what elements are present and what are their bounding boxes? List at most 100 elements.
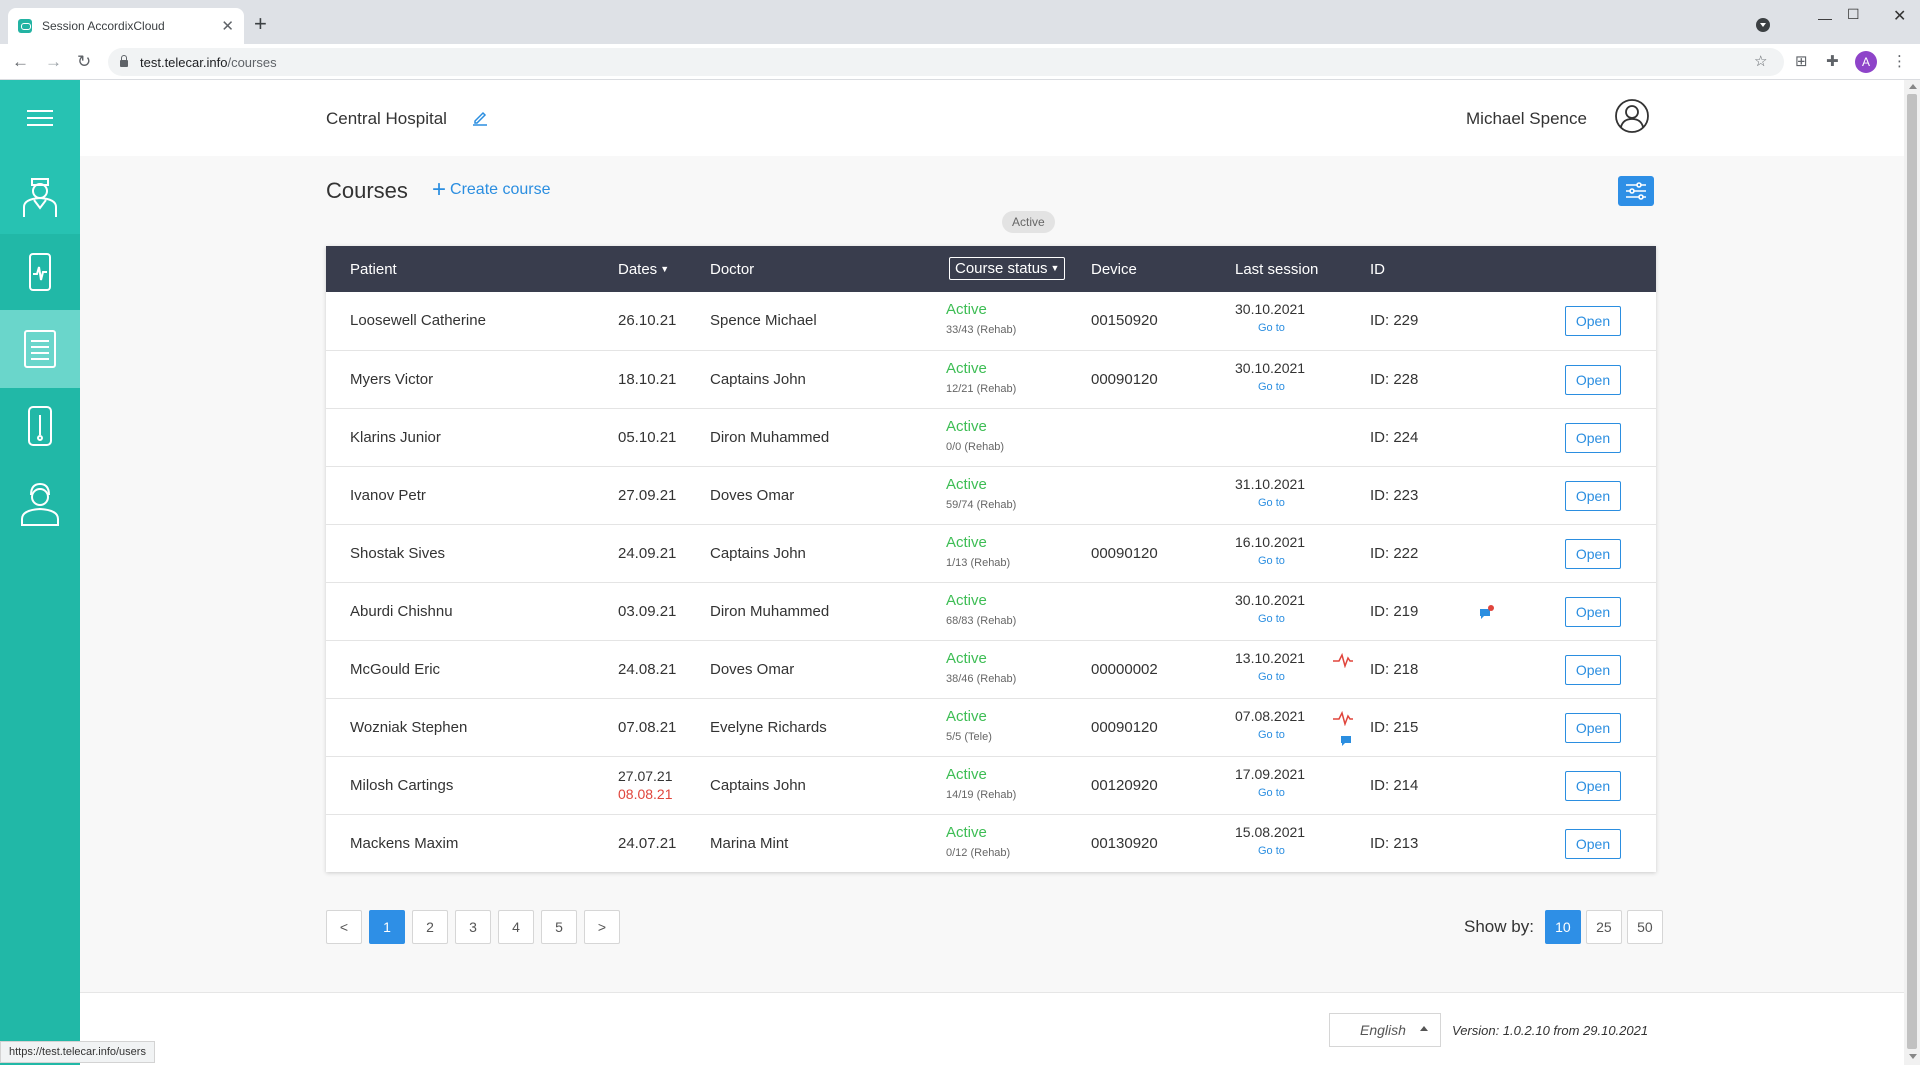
course-status: Active 1/13 (Rehab) (946, 534, 1010, 569)
status-label: Active (946, 534, 987, 551)
page-button-1[interactable]: 1 (369, 910, 405, 944)
go-to-link[interactable]: Go to (1258, 555, 1285, 567)
go-to-link[interactable]: Go to (1258, 729, 1285, 741)
browser-avatar[interactable]: A (1855, 51, 1877, 73)
open-course-button[interactable]: Open (1565, 306, 1621, 336)
filter-settings-button[interactable] (1618, 176, 1654, 206)
go-to-link[interactable]: Go to (1258, 787, 1285, 799)
go-to-link[interactable]: Go to (1258, 322, 1285, 334)
user-profile-icon[interactable] (1614, 98, 1650, 134)
scroll-down-icon[interactable] (1909, 1054, 1917, 1059)
maximize-icon[interactable]: ☐ (1847, 6, 1860, 22)
page-scrollbar[interactable] (1904, 80, 1920, 1065)
chat-icon[interactable] (1340, 735, 1352, 747)
language-select[interactable]: English (1329, 1013, 1441, 1047)
page-button-4[interactable]: 4 (498, 910, 534, 944)
patient-name: Ivanov Petr (350, 487, 426, 504)
version-text: Version: 1.0.2.10 from 29.10.2021 (1452, 1023, 1649, 1038)
last-session: 15.08.2021 Go to (1235, 823, 1355, 857)
edit-hospital-icon[interactable] (472, 110, 488, 126)
browser-tab[interactable]: Session AccordixCloud ✕ (8, 8, 244, 44)
heart-rate-icon[interactable] (1332, 652, 1354, 668)
open-course-button[interactable]: Open (1565, 655, 1621, 685)
session-count: 1/13 (Rehab) (946, 557, 1011, 569)
bookmark-star-icon[interactable]: ☆ (1754, 53, 1768, 70)
scroll-up-icon[interactable] (1909, 84, 1917, 89)
last-session: 07.08.2021 Go to (1235, 707, 1355, 741)
tab-title: Session AccordixCloud (42, 19, 165, 33)
status-bar-url: https://test.telecar.info/users (0, 1041, 155, 1063)
doctor-name: Captains John (710, 777, 806, 794)
course-id: ID: 219 (1370, 603, 1419, 620)
course-dates: 24.07.21 (618, 835, 677, 852)
browser-profile-menu-icon[interactable] (1756, 18, 1770, 32)
open-course-button[interactable]: Open (1565, 829, 1621, 859)
patient-name: Mackens Maxim (350, 835, 459, 852)
prev-page-button[interactable]: < (326, 910, 362, 944)
open-course-button[interactable]: Open (1565, 713, 1621, 743)
col-course-status-dropdown[interactable]: Course status ▼ (949, 257, 1066, 280)
sidebar-item-courses[interactable] (0, 310, 80, 388)
new-tab-icon[interactable]: + (254, 11, 267, 36)
session-count: 0/12 (Rehab) (946, 847, 1011, 859)
open-course-button[interactable]: Open (1565, 771, 1621, 801)
dropdown-caret-icon: ▼ (1050, 263, 1060, 273)
minimize-icon[interactable]: — (1818, 10, 1832, 26)
next-page-button[interactable]: > (584, 910, 620, 944)
sidebar-item-patients[interactable] (0, 466, 80, 542)
open-course-button[interactable]: Open (1565, 597, 1621, 627)
page-button-3[interactable]: 3 (455, 910, 491, 944)
session-count: 14/19 (Rehab) (946, 789, 1017, 801)
reload-icon[interactable]: ↻ (77, 52, 92, 71)
patient-name: Klarins Junior (350, 429, 441, 446)
col-dates-sort[interactable]: Dates ▼ (618, 261, 670, 278)
sidebar-item-devices[interactable] (0, 234, 80, 310)
show-by-50[interactable]: 50 (1626, 910, 1663, 944)
course-status: Active 5/5 (Tele) (946, 708, 992, 743)
scroll-thumb[interactable] (1907, 94, 1917, 1049)
show-by-10[interactable]: 10 (1544, 910, 1581, 944)
back-icon[interactable]: ← (12, 52, 29, 71)
heart-rate-icon[interactable] (1332, 710, 1354, 726)
device-icon (29, 253, 51, 291)
course-id: ID: 228 (1370, 371, 1419, 388)
sidebar-menu-toggle[interactable] (0, 80, 80, 156)
open-course-button[interactable]: Open (1565, 423, 1621, 453)
patient-name: McGould Eric (350, 661, 441, 678)
forward-icon[interactable]: → (45, 52, 62, 71)
extension-icon[interactable]: ⊞ (1795, 53, 1808, 70)
go-to-link[interactable]: Go to (1258, 671, 1285, 683)
tab-close-icon[interactable]: ✕ (221, 18, 234, 35)
go-to-link[interactable]: Go to (1258, 845, 1285, 857)
last-session: 30.10.2021 Go to (1235, 300, 1355, 334)
doctor-name: Diron Muhammed (710, 603, 830, 620)
show-by-25[interactable]: 25 (1585, 910, 1622, 944)
new-message-icon[interactable] (1479, 605, 1495, 621)
course-dates: 24.09.21 (618, 545, 677, 562)
page-button-2[interactable]: 2 (412, 910, 448, 944)
window-close-icon[interactable]: ✕ (1893, 8, 1907, 25)
sidebar-item-sensors[interactable] (0, 388, 80, 464)
lock-icon (120, 55, 128, 67)
open-course-button[interactable]: Open (1565, 481, 1621, 511)
active-filter-badge[interactable]: Active (1002, 211, 1055, 233)
table-row: Klarins Junior 05.10.21 Diron Muhammed Acti… (326, 408, 1656, 466)
device-number: 00090120 (1091, 719, 1158, 736)
patient-name: Loosewell Catherine (350, 312, 486, 329)
table-header: Patient Dates ▼ Doctor Course status ▼ Dev… (326, 246, 1656, 292)
page-button-5[interactable]: 5 (541, 910, 577, 944)
browser-menu-icon[interactable]: ⋮ (1892, 53, 1907, 70)
go-to-link[interactable]: Go to (1258, 497, 1285, 509)
course-id: ID: 218 (1370, 661, 1419, 678)
go-to-link[interactable]: Go to (1258, 381, 1285, 393)
extensions-puzzle-icon[interactable]: ✚ (1826, 53, 1839, 70)
last-session-date: 31.10.2021 (1235, 476, 1306, 492)
create-course-button[interactable]: + Create course (432, 178, 551, 202)
sidebar-item-doctors[interactable] (0, 156, 80, 234)
address-bar[interactable]: test.telecar.info/courses (108, 48, 1784, 76)
open-course-button[interactable]: Open (1565, 539, 1621, 569)
last-session-date: 30.10.2021 (1235, 360, 1306, 376)
go-to-link[interactable]: Go to (1258, 613, 1285, 625)
open-course-button[interactable]: Open (1565, 365, 1621, 395)
chevron-up-icon (1420, 1026, 1428, 1031)
